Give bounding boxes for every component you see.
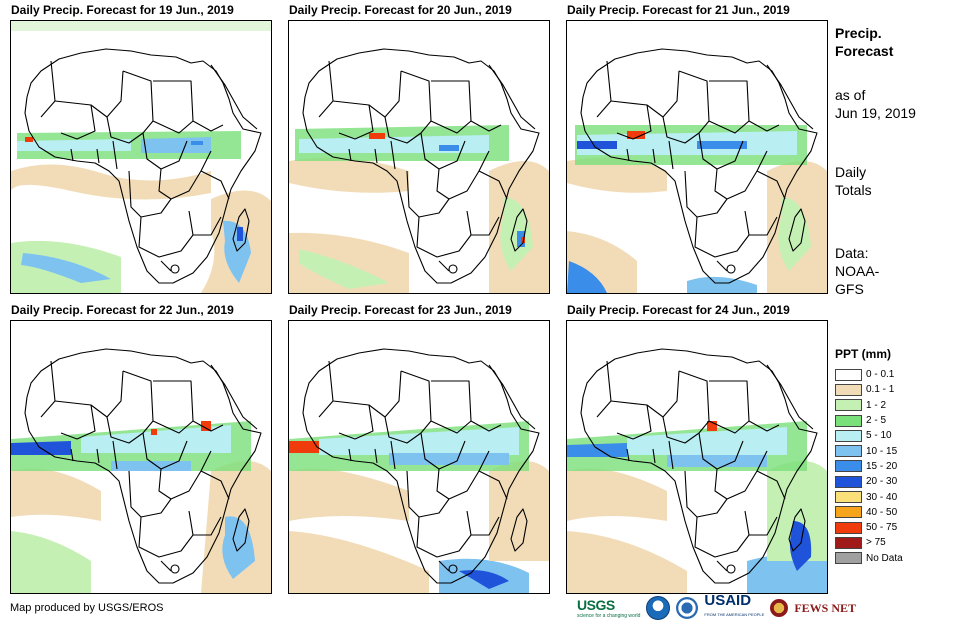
legend-label: 2 - 5 bbox=[866, 415, 887, 427]
as-of-line2: Jun 19, 2019 bbox=[835, 105, 916, 121]
legend-label: 0 - 0.1 bbox=[866, 369, 895, 381]
side-title-line1: Precip. bbox=[835, 25, 882, 41]
data-source-text: Data: NOAA- GFS bbox=[835, 244, 879, 298]
usgs-logo-text: USGS bbox=[577, 597, 615, 613]
legend-swatch bbox=[835, 414, 862, 427]
map-canvas bbox=[289, 348, 549, 593]
fews-net-emblem-icon bbox=[770, 599, 789, 617]
noaa-logo-icon bbox=[646, 596, 671, 620]
legend-item: 10 - 15 bbox=[835, 443, 903, 458]
legend-label: 20 - 30 bbox=[866, 476, 898, 488]
legend-title: PPT (mm) bbox=[835, 347, 892, 361]
legend-swatch bbox=[835, 399, 862, 412]
legend-swatch bbox=[835, 368, 862, 381]
legend-item: > 75 bbox=[835, 535, 903, 550]
usaid-logo-text: USAID bbox=[704, 592, 752, 609]
side-title-line2: Forecast bbox=[835, 43, 894, 59]
map-panel-4: Daily Precip. Forecast for 22 Jun., 2019 bbox=[10, 303, 272, 594]
fews-net-logo: FEWS NET bbox=[794, 600, 856, 615]
panel-title: Daily Precip. Forecast for 23 Jun., 2019 bbox=[289, 303, 512, 317]
legend-swatch bbox=[835, 383, 862, 396]
panel-title: Daily Precip. Forecast for 24 Jun., 2019 bbox=[567, 303, 790, 317]
daily-totals-text: Daily Totals bbox=[835, 163, 872, 199]
source-line3: GFS bbox=[835, 281, 864, 297]
daily-line2: Totals bbox=[835, 182, 872, 198]
source-line1: Data: bbox=[835, 245, 869, 261]
map-panel-3: Daily Precip. Forecast for 21 Jun., 2019 bbox=[566, 3, 828, 294]
map-panel-1: Daily Precip. Forecast for 19 Jun., 2019 bbox=[10, 3, 272, 294]
legend-swatch bbox=[835, 460, 862, 473]
source-line2: NOAA- bbox=[835, 263, 880, 279]
map-canvas bbox=[11, 21, 271, 293]
legend-label: 50 - 75 bbox=[866, 522, 898, 534]
map-canvas bbox=[11, 348, 271, 593]
legend-label: 0.1 - 1 bbox=[866, 384, 895, 396]
as-of-line1: as of bbox=[835, 87, 866, 103]
usgs-tagline: science for a changing world bbox=[577, 613, 641, 619]
panel-title: Daily Precip. Forecast for 20 Jun., 2019 bbox=[289, 3, 512, 17]
panel-title: Daily Precip. Forecast for 22 Jun., 2019 bbox=[11, 303, 234, 317]
legend-label: 1 - 2 bbox=[866, 399, 887, 411]
legend-label: 5 - 10 bbox=[866, 430, 892, 442]
legend-swatch bbox=[835, 475, 862, 488]
legend-item: 30 - 40 bbox=[835, 489, 903, 504]
africa-precip-map bbox=[566, 20, 828, 294]
panel-title: Daily Precip. Forecast for 19 Jun., 2019 bbox=[11, 3, 234, 17]
panel-title: Daily Precip. Forecast for 21 Jun., 2019 bbox=[567, 3, 790, 17]
map-panel-6: Daily Precip. Forecast for 24 Jun., 2019 bbox=[566, 303, 828, 594]
map-canvas bbox=[567, 48, 827, 293]
map-panel-2: Daily Precip. Forecast for 20 Jun., 2019 bbox=[288, 3, 550, 294]
usaid-logo: USAID FROM THE AMERICAN PEOPLE bbox=[704, 592, 765, 622]
legend-label: 30 - 40 bbox=[866, 491, 898, 503]
africa-precip-map bbox=[10, 320, 272, 594]
legend-item: 0.1 - 1 bbox=[835, 382, 903, 397]
legend-label: 10 - 15 bbox=[866, 445, 898, 457]
daily-line1: Daily bbox=[835, 164, 867, 180]
map-panel-5: Daily Precip. Forecast for 23 Jun., 2019 bbox=[288, 303, 550, 594]
legend-label: 15 - 20 bbox=[866, 460, 898, 472]
legend-item: 2 - 5 bbox=[835, 413, 903, 428]
legend-swatch bbox=[835, 491, 862, 504]
usaid-tagline: FROM THE AMERICAN PEOPLE bbox=[704, 612, 765, 617]
legend-item: 40 - 50 bbox=[835, 505, 903, 520]
map-credit: Map produced by USGS/EROS bbox=[10, 602, 164, 614]
legend-label: > 75 bbox=[866, 537, 886, 549]
legend-swatch bbox=[835, 536, 862, 549]
africa-precip-map bbox=[288, 320, 550, 594]
legend-item: 5 - 10 bbox=[835, 428, 903, 443]
legend-swatch bbox=[835, 445, 862, 458]
legend-swatch bbox=[835, 429, 862, 442]
fews-seal-icon bbox=[676, 597, 699, 619]
africa-precip-map bbox=[566, 320, 828, 594]
africa-precip-map bbox=[10, 20, 272, 294]
legend-item: 0 - 0.1 bbox=[835, 367, 903, 382]
map-canvas bbox=[289, 48, 549, 293]
africa-precip-map bbox=[288, 20, 550, 294]
legend-swatch bbox=[835, 552, 862, 565]
legend-item: 50 - 75 bbox=[835, 520, 903, 535]
legend-label: 40 - 50 bbox=[866, 506, 898, 518]
partner-logos: USGS science for a changing world USAID … bbox=[577, 592, 856, 622]
ppt-legend: PPT (mm) 0 - 0.1 0.1 - 1 1 - 2 2 - 5 5 - 10 1… bbox=[835, 347, 903, 566]
map-canvas bbox=[567, 348, 827, 593]
legend-swatch bbox=[835, 521, 862, 534]
legend-swatch bbox=[835, 506, 862, 519]
legend-item: 20 - 30 bbox=[835, 474, 903, 489]
as-of-text: as of Jun 19, 2019 bbox=[835, 86, 916, 122]
legend-item: No Data bbox=[835, 551, 903, 566]
legend-item: 15 - 20 bbox=[835, 459, 903, 474]
legend-rows: 0 - 0.1 0.1 - 1 1 - 2 2 - 5 5 - 10 10 - 15 15 … bbox=[835, 367, 903, 566]
legend-item: 1 - 2 bbox=[835, 398, 903, 413]
legend-label: No Data bbox=[866, 552, 903, 564]
usgs-logo: USGS science for a changing world bbox=[577, 597, 640, 619]
side-title: Precip. Forecast bbox=[835, 24, 893, 60]
